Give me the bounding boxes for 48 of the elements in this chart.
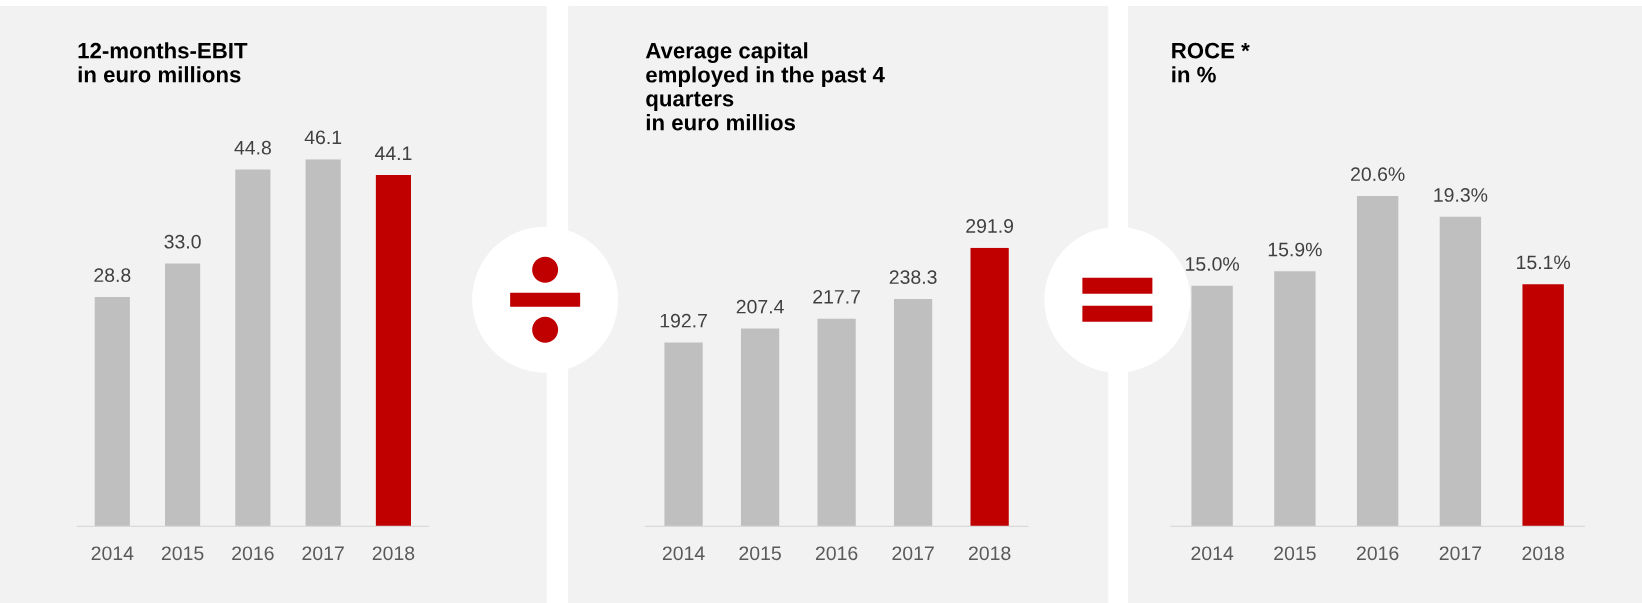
x-tick-label: 2018 <box>1522 546 1564 561</box>
x-tick-label: 2014 <box>91 546 134 561</box>
bar <box>1191 285 1233 527</box>
bar <box>1274 271 1316 527</box>
x-tick-label: 2016 <box>1356 546 1399 561</box>
bar <box>305 159 341 527</box>
chart-title: ROCE * in % <box>1172 42 1250 83</box>
x-tick-label: 2016 <box>815 546 858 561</box>
chart-title: Average capital employed in the past 4 quarters in euro millios <box>645 42 885 131</box>
bar <box>740 328 780 527</box>
bar <box>1522 284 1564 527</box>
x-tick-label: 2018 <box>968 546 1011 561</box>
data-label: 291.9 <box>966 219 1014 233</box>
bar <box>1356 195 1399 527</box>
data-label: 238.3 <box>889 270 937 285</box>
data-label: 44.8 <box>234 140 271 155</box>
data-label: 192.7 <box>660 313 707 328</box>
data-label: 217.7 <box>813 289 860 304</box>
data-label: 20.6% <box>1351 167 1405 182</box>
data-label: 46.1 <box>304 130 342 145</box>
bar <box>94 297 130 527</box>
x-tick-label: 2018 <box>372 546 415 561</box>
data-label: 15.9% <box>1268 242 1322 257</box>
bar <box>1439 216 1482 527</box>
data-label: 15.0% <box>1186 257 1239 271</box>
x-tick-label: 2015 <box>1274 546 1316 561</box>
x-tick-label: 2017 <box>1439 546 1482 561</box>
data-label: 28.8 <box>94 268 131 283</box>
x-tick-label: 2017 <box>302 546 344 561</box>
data-label: 15.1% <box>1517 255 1571 270</box>
data-label: 33.0 <box>164 234 201 249</box>
x-tick-label: 2015 <box>739 546 781 561</box>
x-tick-label: 2014 <box>662 546 705 561</box>
bar <box>970 247 1009 527</box>
x-tick-label: 2015 <box>161 546 204 561</box>
bar <box>893 298 933 527</box>
bar <box>375 175 411 527</box>
bar <box>235 169 271 527</box>
data-label: 44.1 <box>374 146 412 160</box>
data-label: 19.3% <box>1434 188 1488 202</box>
bar <box>817 318 856 527</box>
chart-title: 12-months-EBIT in euro millions <box>78 42 248 83</box>
x-tick-label: 2014 <box>1191 546 1234 561</box>
bar <box>165 263 201 527</box>
x-tick-label: 2016 <box>232 546 274 561</box>
bar <box>664 342 703 527</box>
data-label: 207.4 <box>736 299 784 314</box>
x-tick-label: 2017 <box>892 546 934 561</box>
